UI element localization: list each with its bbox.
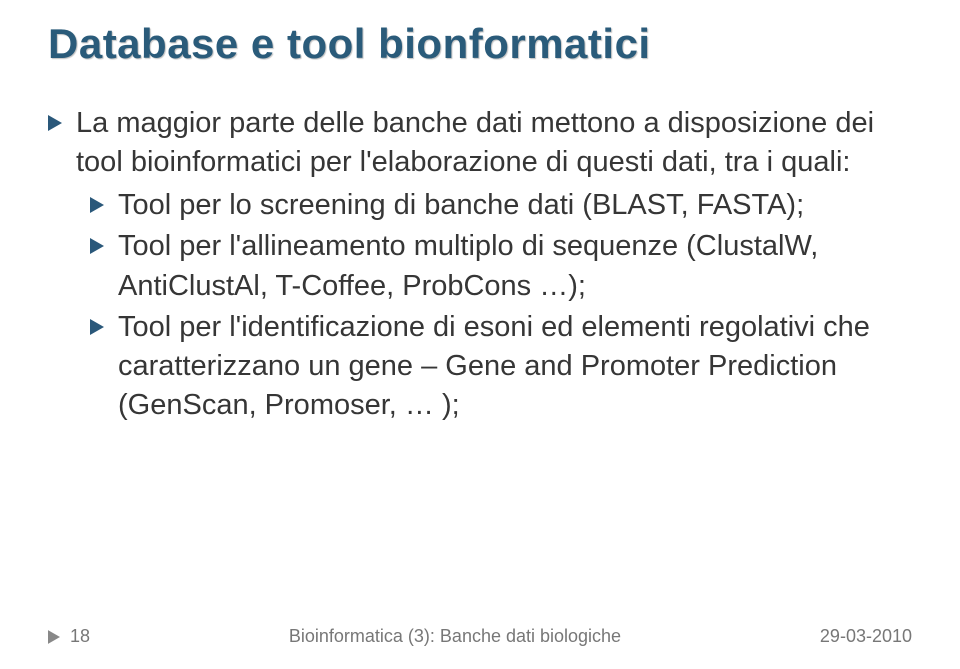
list-item-text: Tool per lo screening di banche dati (BL…: [118, 186, 804, 225]
footer-date: 29-03-2010: [820, 626, 912, 647]
list-item: Tool per l'allineamento multiplo di sequ…: [90, 227, 912, 305]
list-item: Tool per lo screening di banche dati (BL…: [90, 186, 912, 225]
list-item: Tool per l'identificazione di esoni ed e…: [90, 308, 912, 425]
slide-footer: 18 Bioinformatica (3): Banche dati biolo…: [0, 626, 960, 647]
slide: Database e tool bionformatici La maggior…: [0, 0, 960, 669]
footer-left: 18: [48, 626, 90, 647]
slide-content: La maggior parte delle banche dati metto…: [48, 104, 912, 425]
intro-text: La maggior parte delle banche dati metto…: [76, 104, 912, 182]
list-item-text: Tool per l'identificazione di esoni ed e…: [118, 308, 912, 425]
page-number: 18: [70, 626, 90, 647]
triangle-bullet-icon: [90, 197, 104, 213]
list-item-text: Tool per l'allineamento multiplo di sequ…: [118, 227, 912, 305]
triangle-bullet-icon: [48, 115, 62, 131]
triangle-bullet-icon: [48, 630, 60, 644]
footer-center: Bioinformatica (3): Banche dati biologic…: [90, 626, 820, 647]
slide-title: Database e tool bionformatici: [48, 20, 912, 68]
intro-block: La maggior parte delle banche dati metto…: [48, 104, 912, 182]
triangle-bullet-icon: [90, 319, 104, 335]
triangle-bullet-icon: [90, 238, 104, 254]
sub-list: Tool per lo screening di banche dati (BL…: [90, 186, 912, 425]
